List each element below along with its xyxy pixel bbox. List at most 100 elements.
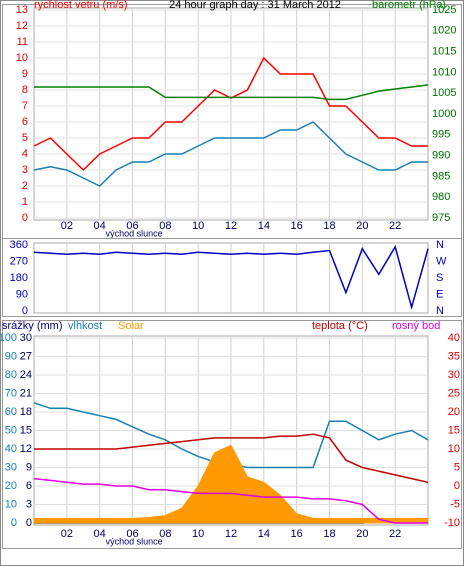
- x-tick-label: 14: [258, 528, 270, 540]
- y-tick-label: 15: [20, 424, 32, 436]
- y3-tick-label: 10: [5, 498, 17, 510]
- y2-tick-label: 40: [448, 332, 460, 344]
- x-tick-label: 18: [323, 528, 335, 540]
- x-tick-label: 10: [192, 528, 204, 540]
- series-line: [34, 433, 429, 484]
- y-tick-label: 8: [22, 84, 28, 96]
- x-tick-label: 12: [225, 528, 237, 540]
- y2-tick-label: 995: [432, 129, 450, 141]
- x-tick-label: 02: [61, 220, 73, 232]
- y-tick-label: 10: [16, 52, 28, 64]
- y2-tick-label: 1020: [432, 25, 456, 37]
- series-line: [33, 477, 428, 524]
- y-tick-label: 0: [22, 305, 28, 317]
- y-tick-label: 3: [22, 164, 28, 176]
- y2-tick-label: 985: [432, 170, 450, 182]
- y3-tick-label: 20: [5, 480, 17, 492]
- y2-tick-label: N: [436, 239, 444, 251]
- x-tick-label: 10: [192, 220, 204, 232]
- y-tick-label: 12: [20, 443, 32, 455]
- y-tick-label: 4: [22, 148, 28, 160]
- series-line: [33, 121, 428, 187]
- series-label: Solar: [118, 320, 144, 332]
- x-tick-label: 18: [323, 220, 335, 232]
- x-tick-label: 16: [291, 528, 303, 540]
- y-tick-label: 21: [20, 387, 32, 399]
- y-tick-label: 18: [20, 406, 32, 418]
- y2-tick-label: 975: [432, 212, 450, 224]
- y-tick-label: 9: [26, 461, 32, 473]
- y2-tick-label: 1005: [432, 87, 456, 99]
- x-tick-label: 14: [258, 220, 270, 232]
- y-tick-label: 24: [20, 369, 32, 381]
- y2-tick-label: 15: [448, 424, 460, 436]
- x-tick-label: 04: [94, 528, 106, 540]
- y2-tick-label: N: [436, 305, 444, 317]
- x-tick-label: 12: [225, 220, 237, 232]
- y2-tick-label: W: [436, 255, 447, 267]
- y-tick-label: 5: [22, 132, 28, 144]
- panel-frame: [2, 4, 462, 243]
- y-tick-label: 6: [26, 480, 32, 492]
- series-label: srážky (mm): [2, 320, 63, 332]
- y-tick-label: 0: [22, 212, 28, 224]
- y-tick-label: 13: [16, 4, 28, 16]
- sunrise-label: východ slunce: [106, 536, 163, 546]
- series-label: barometr (hPa): [372, 0, 446, 11]
- y2-tick-label: 10: [448, 443, 460, 455]
- y3-tick-label: 0: [11, 517, 17, 529]
- x-tick-label: 02: [61, 528, 73, 540]
- y2-tick-label: 30: [448, 369, 460, 381]
- x-tick-label: 06: [126, 528, 138, 540]
- x-tick-label: 06: [126, 220, 138, 232]
- y3-tick-label: 70: [5, 387, 17, 399]
- x-tick-label: 20: [356, 528, 368, 540]
- y2-tick-label: 1015: [432, 46, 456, 58]
- y-tick-label: 30: [20, 332, 32, 344]
- y2-tick-label: 20: [448, 406, 460, 418]
- y2-tick-label: 1010: [432, 66, 456, 78]
- series-line: [34, 84, 429, 101]
- y-tick-label: 11: [17, 36, 28, 48]
- y2-tick-label: 0: [454, 480, 460, 492]
- y2-tick-label: 35: [448, 350, 460, 362]
- y2-tick-label: -10: [444, 517, 460, 529]
- y3-tick-label: 100: [0, 332, 17, 344]
- series-label: rosný bod: [392, 320, 440, 332]
- y3-tick-label: 80: [5, 369, 17, 381]
- y-tick-label: 360: [10, 239, 28, 251]
- x-tick-label: 04: [94, 220, 106, 232]
- y-tick-label: 12: [16, 20, 28, 32]
- series-line: [33, 244, 429, 311]
- y-tick-label: 180: [10, 272, 28, 284]
- y-tick-label: 0: [26, 517, 32, 529]
- y-tick-label: 90: [16, 288, 28, 300]
- x-tick-label: 22: [389, 220, 401, 232]
- y2-tick-label: 980: [432, 191, 450, 203]
- series-label: vlhkost: [68, 320, 102, 332]
- y3-tick-label: 30: [5, 461, 17, 473]
- y-tick-label: 270: [10, 255, 28, 267]
- y-tick-label: 1: [22, 196, 28, 208]
- y3-tick-label: 50: [5, 424, 17, 436]
- y-tick-label: 7: [22, 100, 28, 112]
- solar-area: [33, 444, 429, 524]
- x-tick-label: 08: [159, 220, 171, 232]
- y3-tick-label: 90: [5, 350, 17, 362]
- y-tick-label: 9: [22, 68, 28, 80]
- sunrise-label: východ slunce: [106, 228, 163, 238]
- y2-tick-label: E: [436, 288, 443, 300]
- series-label: rychlost vetru (m/s): [34, 0, 128, 11]
- chart-title: 24 hour graph day : 31 March 2012: [169, 0, 341, 11]
- y-tick-label: 3: [26, 498, 32, 510]
- y2-tick-label: 1025: [432, 4, 456, 16]
- y2-tick-label: 5: [454, 461, 460, 473]
- series-label: teplota (°C): [312, 320, 368, 332]
- y-tick-label: 27: [20, 350, 32, 362]
- y2-tick-label: S: [436, 272, 443, 284]
- x-tick-label: 22: [389, 528, 401, 540]
- x-tick-label: 16: [291, 220, 303, 232]
- y3-tick-label: 40: [5, 443, 17, 455]
- panel-frame: [2, 238, 462, 317]
